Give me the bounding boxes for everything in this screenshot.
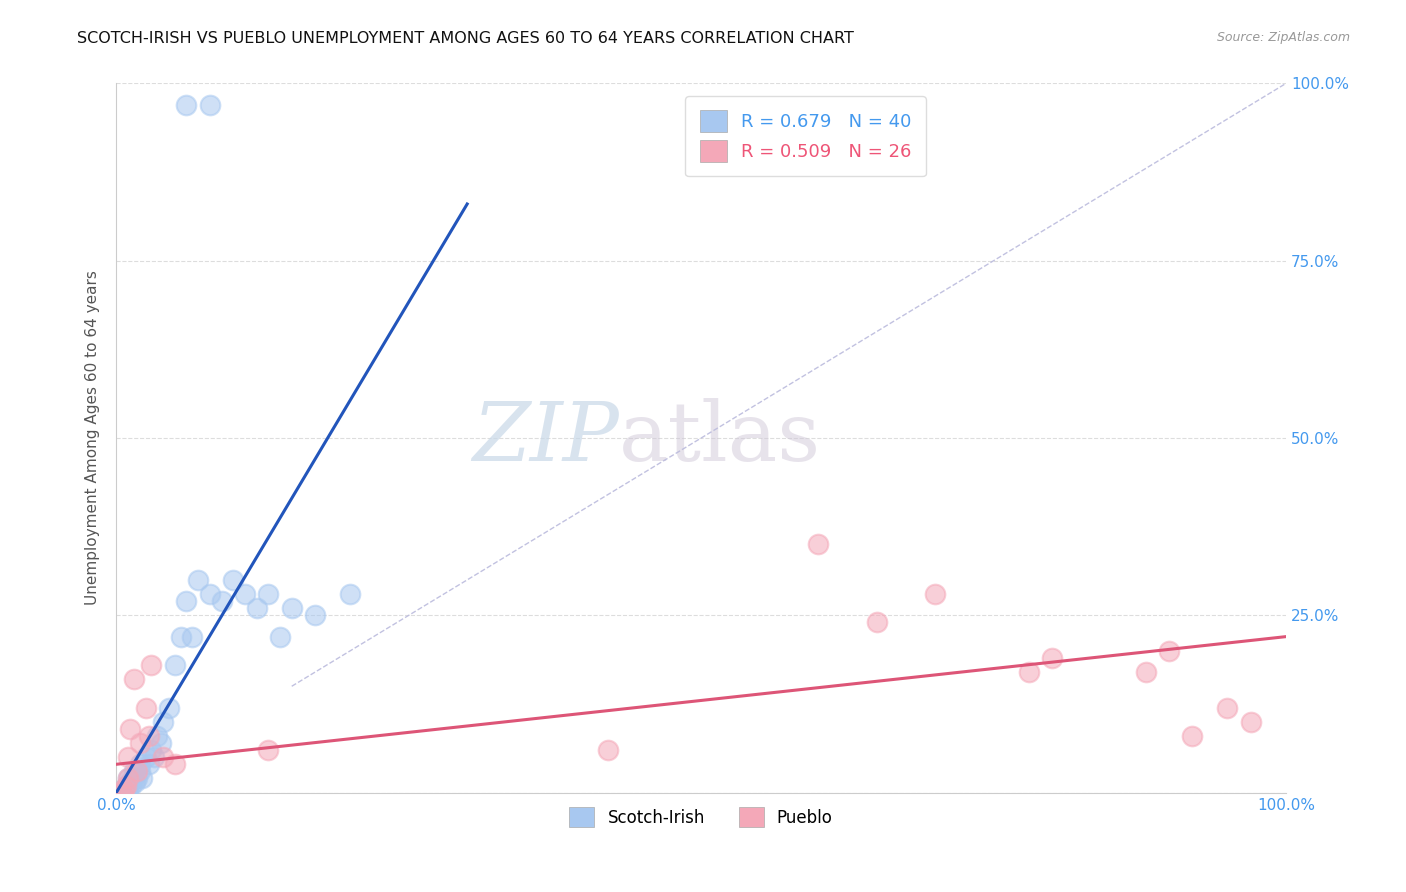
Point <box>1157 644 1180 658</box>
Point <box>257 743 280 757</box>
Point <box>1018 665 1040 679</box>
Text: SCOTCH-IRISH VS PUEBLO UNEMPLOYMENT AMONG AGES 60 TO 64 YEARS CORRELATION CHART: SCOTCH-IRISH VS PUEBLO UNEMPLOYMENT AMON… <box>77 31 855 46</box>
Point <box>122 672 145 686</box>
Point <box>114 779 136 793</box>
Point <box>280 601 302 615</box>
Point <box>1135 665 1157 679</box>
Point <box>117 750 139 764</box>
Y-axis label: Unemployment Among Ages 60 to 64 years: Unemployment Among Ages 60 to 64 years <box>86 270 100 606</box>
Point <box>138 757 160 772</box>
Point <box>138 729 160 743</box>
Point <box>121 779 143 793</box>
Point <box>176 594 198 608</box>
Point <box>163 757 186 772</box>
Point <box>157 700 180 714</box>
Point <box>1181 729 1204 743</box>
Point <box>146 729 169 743</box>
Point <box>1216 700 1239 714</box>
Point <box>198 587 221 601</box>
Text: ZIP: ZIP <box>472 398 619 478</box>
Point <box>176 97 198 112</box>
Point <box>257 587 280 601</box>
Point <box>117 772 139 786</box>
Point <box>122 764 145 779</box>
Point <box>152 714 174 729</box>
Point <box>596 743 619 757</box>
Point <box>114 782 136 797</box>
Point <box>117 772 139 786</box>
Legend: Scotch-Irish, Pueblo: Scotch-Irish, Pueblo <box>562 800 839 834</box>
Point <box>120 722 142 736</box>
Point <box>1240 714 1263 729</box>
Point <box>117 782 139 797</box>
Point <box>1040 651 1063 665</box>
Point <box>127 772 149 786</box>
Point <box>149 736 172 750</box>
Point <box>141 743 163 757</box>
Point <box>163 658 186 673</box>
Point <box>131 772 153 786</box>
Point <box>339 587 361 601</box>
Point <box>304 608 326 623</box>
Point <box>198 97 221 112</box>
Point <box>124 775 146 789</box>
Point <box>141 658 163 673</box>
Point <box>114 779 136 793</box>
Point <box>114 782 136 797</box>
Point <box>117 779 139 793</box>
Point <box>128 764 150 779</box>
Point <box>128 736 150 750</box>
Text: atlas: atlas <box>619 398 821 478</box>
Point <box>169 630 191 644</box>
Point <box>142 750 165 764</box>
Point <box>128 757 150 772</box>
Point <box>807 537 830 551</box>
Point <box>111 786 134 800</box>
Text: Source: ZipAtlas.com: Source: ZipAtlas.com <box>1216 31 1350 45</box>
Point <box>924 587 946 601</box>
Point <box>246 601 269 615</box>
Point <box>122 772 145 786</box>
Point <box>134 750 156 764</box>
Point <box>111 786 134 800</box>
Point <box>222 573 245 587</box>
Point <box>269 630 291 644</box>
Point <box>127 764 149 779</box>
Point <box>152 750 174 764</box>
Point <box>134 700 156 714</box>
Point <box>187 573 209 587</box>
Point <box>181 630 204 644</box>
Point <box>120 775 142 789</box>
Point <box>211 594 233 608</box>
Point <box>865 615 887 630</box>
Point <box>233 587 256 601</box>
